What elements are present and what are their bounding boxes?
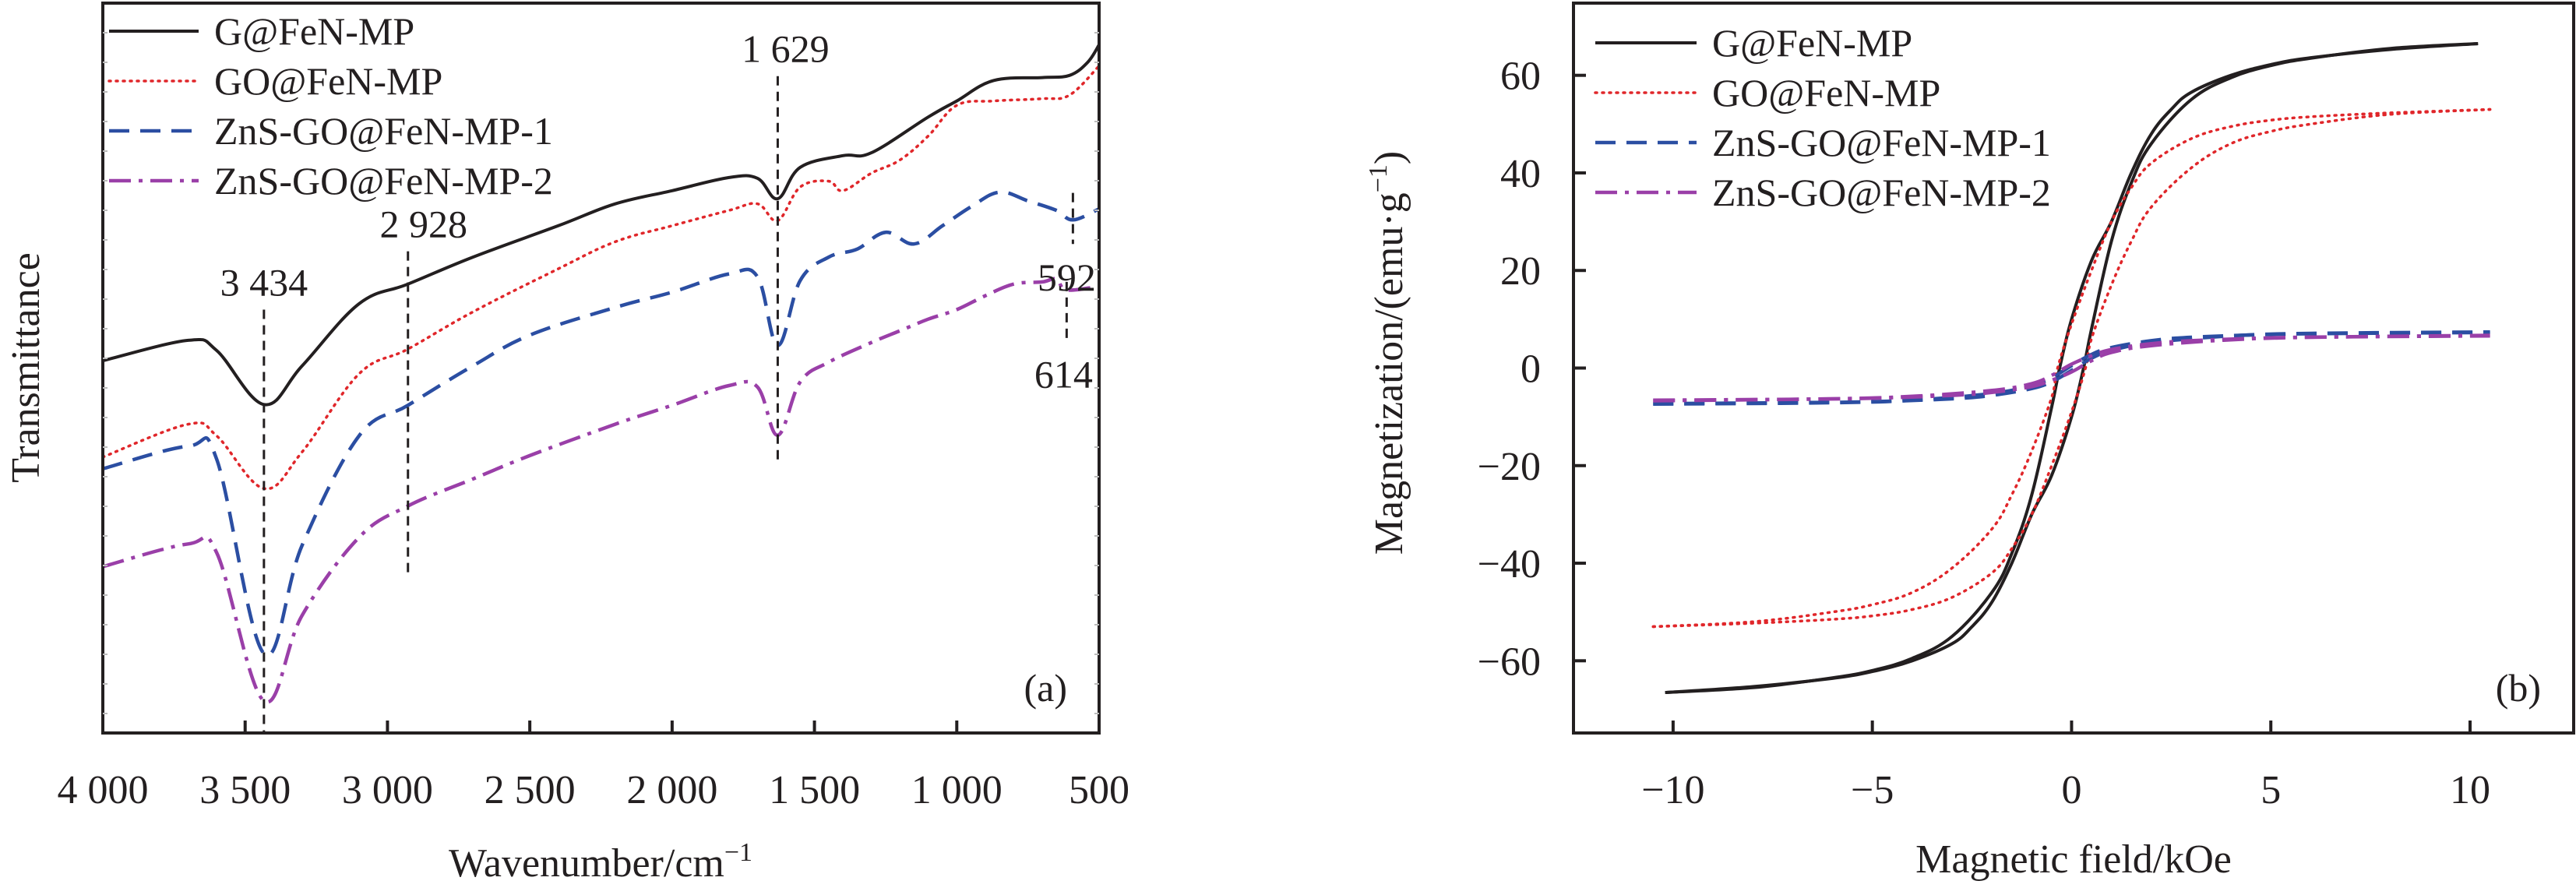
panel-a-x-axis-title: Wavenumber/cm−1 [449,838,752,886]
legend-item-g-fen-mp: G@FeN-MP [109,9,414,53]
panel-a-peak-guides: 3 434 2 928 1 629 592 614 [220,27,1096,733]
x-tick-label: 10 [2450,768,2490,812]
x-tick-label: 2 500 [485,768,576,812]
panel-a-ftir-chart: 3 434 2 928 1 629 592 614 4 000 3 500 3 000 2 5… [4,2,1130,886]
legend-item-go-fen-mp: GO@FeN-MP [107,59,442,103]
series-line-zns-go-fen-mp-1-descending [1653,330,2490,407]
legend-item-zns-go-fen-mp-1: ZnS-GO@FeN-MP-1 [1595,121,2051,164]
panel-b-x-tick-labels: −10 −5 0 5 10 [1641,768,2490,812]
legend-item-go-fen-mp: GO@FeN-MP [1594,71,1940,115]
panel-b-hysteresis-chart: −10 −5 0 5 10 60 40 20 0 −20 −40 −60 G@FeN-MP GO@Fe… [1364,2,2575,882]
panel-b-y-axis-superscript: −1 [1364,164,1393,192]
series-line-zns-go-fen-mp-2 [102,277,1100,704]
x-tick-label: 3 000 [342,768,433,812]
panel-a-legend: G@FeN-MP GO@FeN-MP ZnS-GO@FeN-MP-1 ZnS-GO@F… [107,9,553,203]
panel-a-x-ticks [101,32,1101,733]
series-line-zns-go-fen-mp-1-ascending [1653,329,2490,406]
series-line-go-fen-mp-descending [1651,107,2492,629]
legend-item-g-fen-mp: G@FeN-MP [1595,21,1912,65]
x-tick-label: 2 000 [626,768,717,812]
legend-label: GO@FeN-MP [214,59,442,103]
legend-label: ZnS-GO@FeN-MP-1 [214,109,553,153]
panel-b-y-tick-labels: 60 40 20 0 −20 −40 −60 [1478,55,1541,685]
legend-label: ZnS-GO@FeN-MP-2 [1712,171,2051,214]
panel-b-legend: G@FeN-MP GO@FeN-MP ZnS-GO@FeN-MP-1 ZnS-GO@F… [1594,21,2051,214]
panel-b-y-axis-close-paren: ) [1367,151,1411,164]
legend-label: G@FeN-MP [1712,21,1912,65]
y-tick-label: 0 [1521,347,1541,392]
panel-a-y-axis-title: Transmittance [4,252,48,483]
x-tick-label: 1 500 [769,768,860,812]
peak-label: 3 434 [220,261,308,305]
x-tick-label: −10 [1641,768,1704,812]
y-tick-label: −20 [1478,445,1541,489]
series-line-zns-go-fen-mp-2-ascending [1653,333,2490,403]
series-line-zns-go-fen-mp-2-descending [1653,333,2490,403]
panel-a-plot-frame [101,2,1101,735]
panel-b-x-ticks [1671,721,2472,733]
legend-label: ZnS-GO@FeN-MP-1 [1712,121,2051,164]
panel-a-x-axis-superscript: −1 [724,838,752,867]
panel-b-series-layer [1651,42,2492,694]
x-tick-label: 5 [2261,768,2281,812]
panel-b-y-axis-title: Magnetization/(emu·g−1) [1364,151,1411,555]
panel-b-x-axis-title: Magnetic field/kOe [1915,837,2232,882]
y-tick-label: −40 [1478,542,1541,587]
panel-b-tag: (b) [2496,666,2541,710]
y-tick-label: −60 [1478,640,1541,684]
panel-a-x-tick-labels: 4 000 3 500 3 000 2 500 2 000 1 500 1 000 500 [58,768,1130,812]
x-tick-label: 4 000 [58,768,149,812]
peak-label: 614 [1034,353,1093,396]
legend-item-zns-go-fen-mp-2: ZnS-GO@FeN-MP-2 [1595,171,2051,214]
peak-label: 2 928 [379,203,467,246]
legend-label: G@FeN-MP [214,9,414,53]
legend-label: ZnS-GO@FeN-MP-2 [214,159,553,203]
x-tick-label: −5 [1851,768,1894,812]
peak-label: 1 629 [742,27,830,71]
series-line-go-fen-mp [101,64,1101,491]
legend-item-zns-go-fen-mp-2: ZnS-GO@FeN-MP-2 [109,159,553,203]
legend-item-zns-go-fen-mp-1: ZnS-GO@FeN-MP-1 [109,109,553,153]
y-tick-label: 40 [1500,152,1541,196]
panel-a-series-layer [101,44,1101,704]
series-line-go-fen-mp-ascending [1651,107,2492,629]
panel-a-tag: (a) [1024,666,1068,710]
y-tick-label: 60 [1500,55,1541,99]
peak-label: 592 [1038,255,1096,299]
panel-b-y-ticks [1573,73,1586,663]
x-tick-label: 1 000 [911,768,1003,812]
legend-label: GO@FeN-MP [1712,71,1940,115]
series-line-g-fen-mp-ascending [1665,42,2479,694]
x-tick-label: 0 [2061,768,2081,812]
series-line-zns-go-fen-mp-1 [102,190,1100,657]
series-line-g-fen-mp [102,44,1101,407]
x-tick-label: 500 [1069,768,1129,812]
y-tick-label: 20 [1500,249,1541,294]
x-tick-label: 3 500 [199,768,291,812]
